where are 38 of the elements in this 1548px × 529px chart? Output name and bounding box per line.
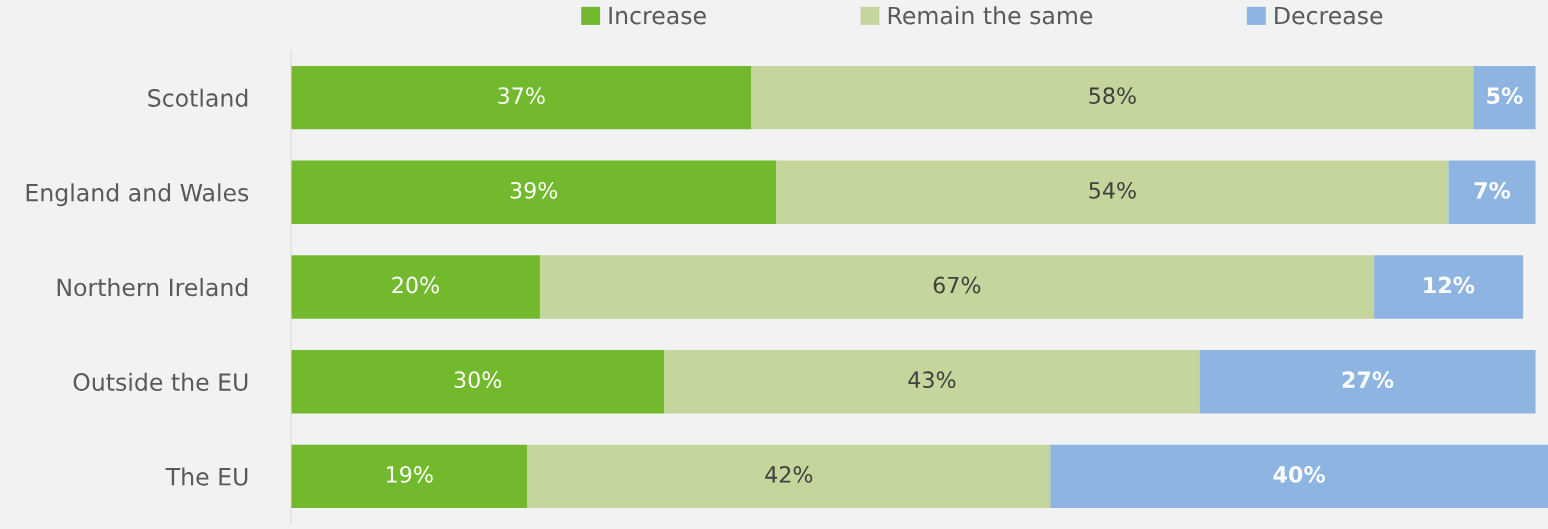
bar (751, 65, 1474, 130)
bar (291, 444, 528, 509)
bar (776, 160, 1449, 225)
data-label: 30% (454, 371, 502, 389)
y-tick-label: Scotland (148, 88, 248, 107)
y-tick-label: England and Wales (26, 183, 249, 207)
y-tick-label: Northern Ireland (57, 278, 248, 297)
bar (1473, 65, 1536, 130)
bar (291, 65, 752, 130)
data-label: 54% (1089, 181, 1136, 199)
data-label: 27% (1342, 371, 1394, 389)
bar (1050, 444, 1548, 509)
data-label: 67% (933, 276, 981, 294)
y-tick-label: The EU (165, 467, 248, 486)
data-label: 37% (498, 87, 545, 105)
bar (1199, 349, 1536, 414)
bar (664, 349, 1200, 414)
y-tick-label: Outside the EU (73, 372, 248, 391)
data-label: 20% (392, 276, 439, 294)
data-label: 39% (510, 181, 558, 199)
legend-label: Remain the same (888, 6, 1093, 25)
legend-label: Increase (609, 6, 706, 25)
bar (291, 255, 540, 319)
bar (291, 349, 665, 414)
data-label: 7% (1474, 181, 1511, 199)
legend-label: Decrease (1275, 6, 1383, 25)
bar (1373, 255, 1524, 319)
bar (1448, 160, 1536, 225)
bar (291, 160, 777, 225)
data-label: 40% (1273, 466, 1325, 483)
bar (527, 444, 1051, 509)
bar (539, 255, 1374, 319)
data-label: 42% (765, 466, 813, 483)
data-label: 19% (387, 466, 433, 483)
data-label: 5% (1487, 87, 1523, 105)
data-label: 58% (1089, 87, 1136, 105)
data-label: 12% (1424, 276, 1475, 294)
data-label: 43% (908, 371, 956, 389)
